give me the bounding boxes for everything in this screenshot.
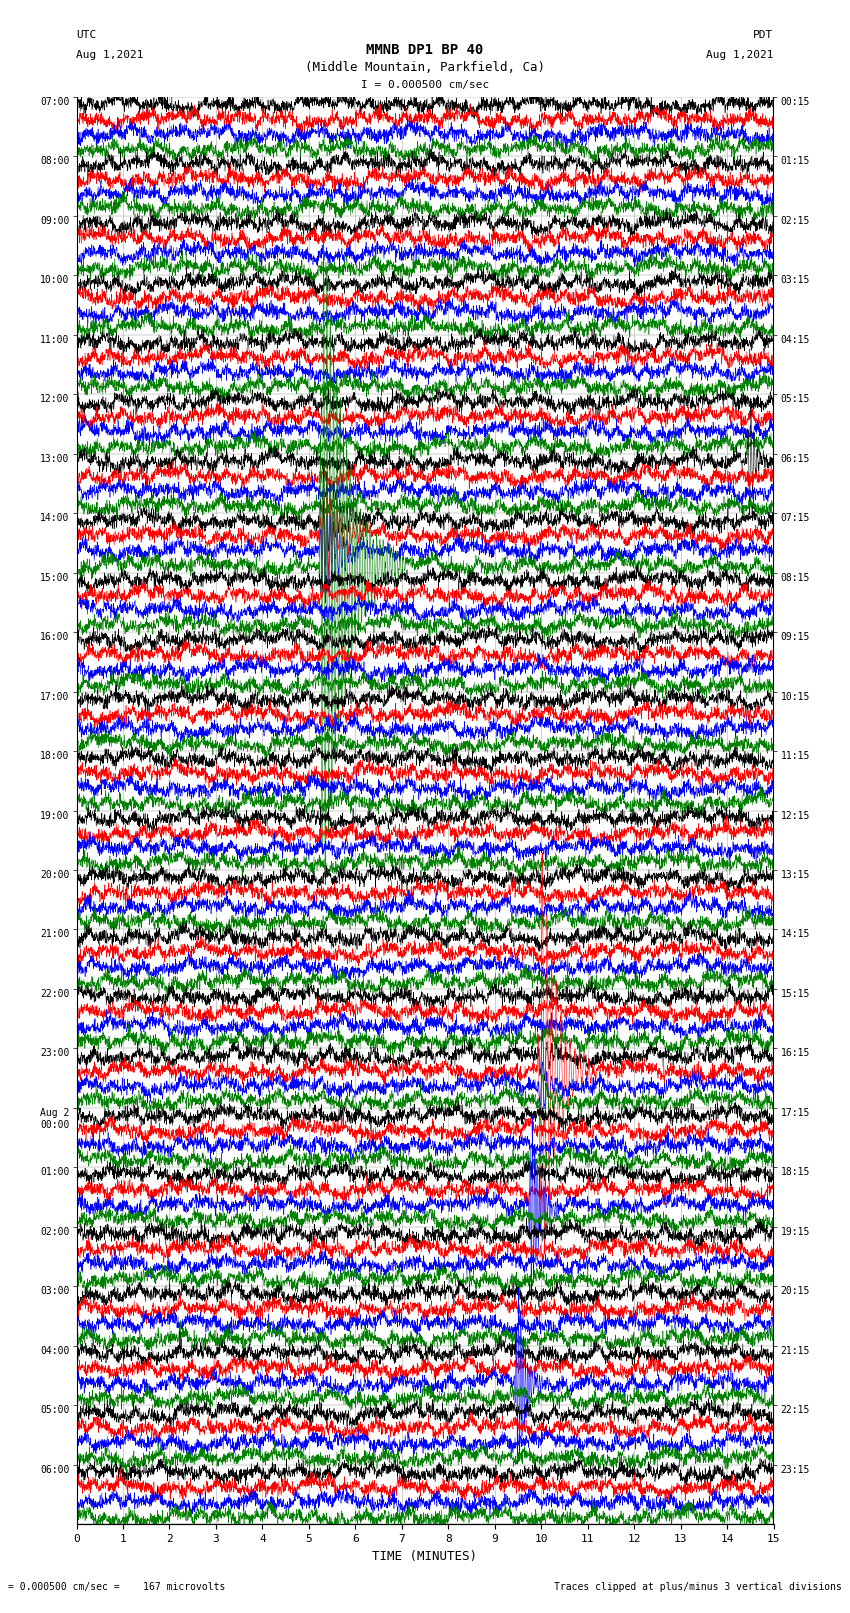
- Text: UTC: UTC: [76, 31, 97, 40]
- Text: Aug 1,2021: Aug 1,2021: [706, 50, 774, 60]
- Text: = 0.000500 cm/sec =    167 microvolts: = 0.000500 cm/sec = 167 microvolts: [8, 1582, 226, 1592]
- X-axis label: TIME (MINUTES): TIME (MINUTES): [372, 1550, 478, 1563]
- Text: MMNB DP1 BP 40: MMNB DP1 BP 40: [366, 44, 484, 56]
- Text: PDT: PDT: [753, 31, 774, 40]
- Text: (Middle Mountain, Parkfield, Ca): (Middle Mountain, Parkfield, Ca): [305, 61, 545, 74]
- Text: I = 0.000500 cm/sec: I = 0.000500 cm/sec: [361, 81, 489, 90]
- Text: Traces clipped at plus/minus 3 vertical divisions: Traces clipped at plus/minus 3 vertical …: [553, 1582, 842, 1592]
- Text: Aug 1,2021: Aug 1,2021: [76, 50, 144, 60]
